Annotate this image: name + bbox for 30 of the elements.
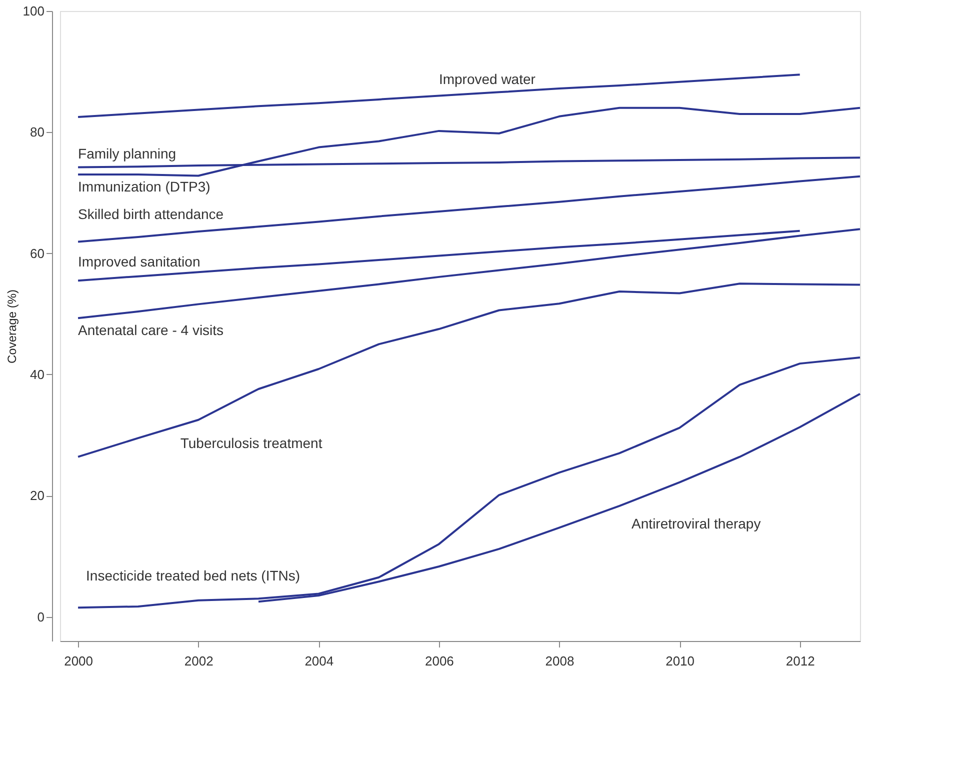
series-label: Skilled birth attendance	[78, 206, 224, 222]
y-tick-label: 100	[22, 4, 44, 18]
series-label: Improved sanitation	[78, 254, 200, 270]
line-series	[77, 175, 861, 243]
line-series	[77, 230, 801, 282]
x-tick-label: 2006	[424, 654, 454, 668]
y-tick-label: 80	[30, 124, 44, 140]
series-label: Improved water	[438, 70, 536, 87]
y-tick-label: 0	[37, 609, 44, 624]
line-series	[77, 74, 801, 118]
x-tick-label: 2012	[786, 654, 815, 668]
series-label: Antenatal care - 4 visits	[78, 322, 224, 338]
y-tick-label: 60	[30, 246, 44, 261]
y-axis-title: Coverage (%)	[4, 289, 19, 364]
x-tick-label: 2004	[304, 654, 334, 668]
line-series	[77, 106, 861, 177]
series-label: Immunization (DTP3)	[78, 178, 210, 195]
x-tick-label: 2000	[64, 654, 94, 668]
y-tick-label: 20	[30, 488, 44, 504]
y-tick-label: 40	[30, 366, 44, 382]
series-label: Insecticide treated bed nets (ITNs)	[86, 568, 300, 584]
line-series	[77, 356, 861, 609]
series-label: Tuberculosis treatment	[180, 434, 322, 451]
series-label: Antiretroviral therapy	[632, 515, 761, 532]
x-tick-label: 2010	[666, 654, 695, 668]
line-series	[77, 282, 861, 458]
x-tick-label: 2002	[184, 654, 214, 668]
series-label: Family planning	[78, 145, 176, 162]
line-series	[77, 228, 861, 320]
x-tick-label: 2008	[545, 654, 574, 668]
